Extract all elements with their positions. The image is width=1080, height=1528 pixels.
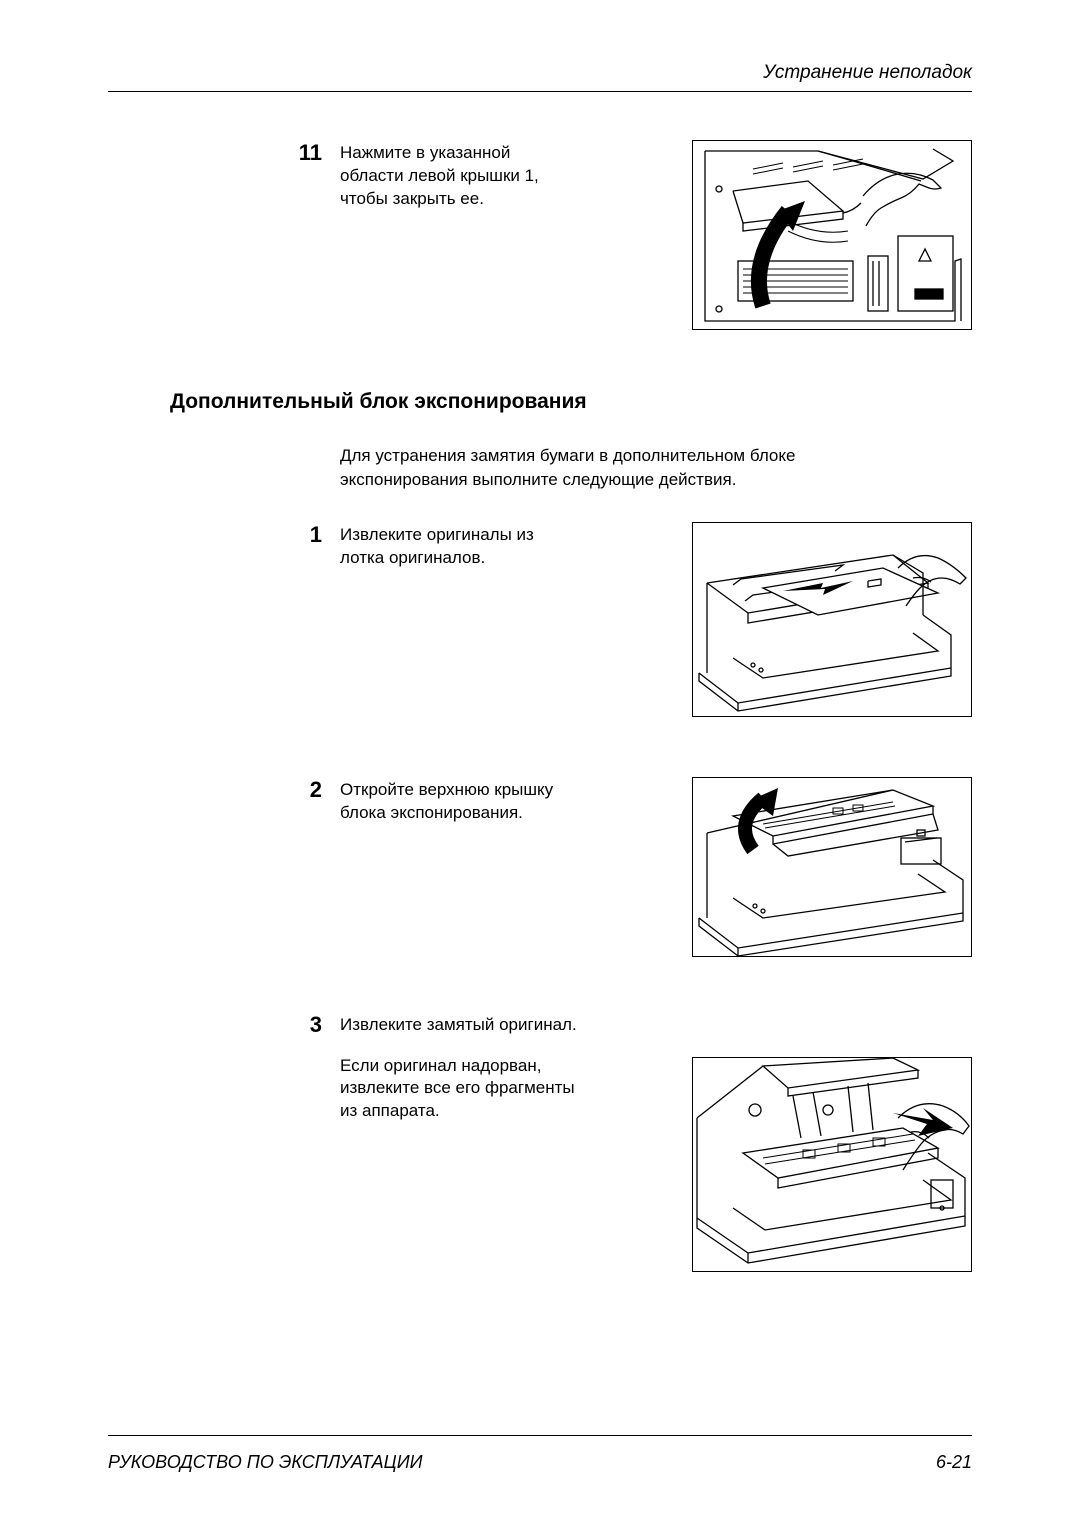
figure-remove-originals <box>692 522 972 717</box>
step-text: Откройте верхнюю крышку блока экспониров… <box>340 779 555 825</box>
step-1: 1 Извлеките оригиналы из лотка оригинало… <box>108 522 972 747</box>
body-content: 11 Нажмите в указанной области левой кры… <box>108 140 972 1262</box>
footer-page-number: 6-21 <box>936 1452 972 1473</box>
step-number: 1 <box>282 522 322 548</box>
step-text-b: Если оригинал надорван, извлеките все ег… <box>340 1055 580 1124</box>
open-cover-illustration <box>693 778 973 958</box>
section-intro: Для устранения замятия бумаги в дополнит… <box>340 444 900 492</box>
step-text: Извлеките замятый оригинал. Если оригина… <box>340 1014 580 1124</box>
figure-close-cover <box>692 140 972 330</box>
step-2: 2 Откройте верхнюю крышку блока экспонир… <box>108 777 972 982</box>
figure-open-top-cover <box>692 777 972 957</box>
chapter-title: Устранение неполадок <box>763 62 972 84</box>
step-text-a: Извлеките замятый оригинал. <box>340 1014 580 1037</box>
footer-manual-title: РУКОВОДСТВО ПО ЭКСПЛУАТАЦИИ <box>108 1452 422 1473</box>
step-3: 3 Извлеките замятый оригинал. Если ориги… <box>108 1012 972 1262</box>
scanner-tray-illustration <box>693 523 973 718</box>
printer-cover-illustration <box>693 141 973 331</box>
step-text: Извлеките оригиналы из лотка оригиналов. <box>340 524 555 570</box>
header: Устранение неполадок <box>108 62 972 92</box>
page-content: Устранение неполадок 11 Нажмите в указан… <box>108 62 972 1462</box>
step-text: Нажмите в указанной области левой крышки… <box>340 142 555 211</box>
page-footer: РУКОВОДСТВО ПО ЭКСПЛУАТАЦИИ 6-21 <box>108 1435 972 1473</box>
remove-jam-illustration <box>693 1058 973 1273</box>
section-heading: Дополнительный блок экспонирования <box>170 390 972 414</box>
step-number: 3 <box>282 1012 322 1038</box>
step-number: 11 <box>282 140 322 166</box>
step-number: 2 <box>282 777 322 803</box>
figure-remove-jam <box>692 1057 972 1272</box>
step-11: 11 Нажмите в указанной области левой кры… <box>108 140 972 360</box>
